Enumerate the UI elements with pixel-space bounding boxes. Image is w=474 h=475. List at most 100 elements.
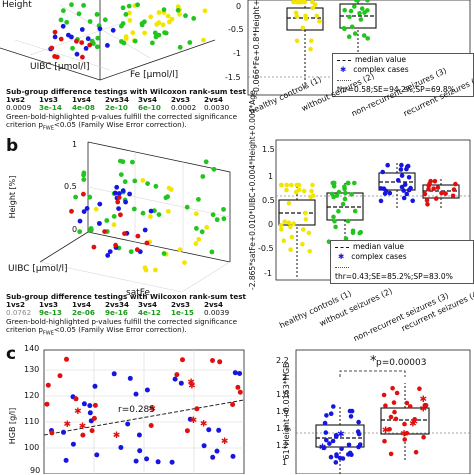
complex-case-marker: ✱ [200, 420, 208, 430]
scatter-point [49, 430, 55, 436]
box-point [286, 200, 292, 206]
scatter-point [153, 183, 159, 189]
box-point [343, 236, 349, 241]
box-point [321, 445, 327, 451]
scatter-point [89, 428, 95, 434]
box-point [337, 455, 343, 461]
box-point [334, 453, 339, 459]
scatter-point [235, 384, 241, 390]
box-point [399, 162, 404, 168]
scatter-point [114, 184, 120, 190]
scatter-point [143, 267, 149, 273]
scatter-point [102, 229, 107, 235]
box-point [423, 403, 429, 408]
scatter-point [69, 34, 74, 40]
box-point [358, 17, 364, 22]
box-point [289, 234, 295, 240]
scatter-point [135, 2, 141, 8]
scatter-point [154, 22, 160, 27]
box-point [413, 449, 419, 455]
scatter-point [178, 380, 184, 386]
box-point [352, 31, 358, 36]
pvalue-table-note: Green-bold-highlighted p-values fulfill … [6, 111, 238, 121]
scatter-point [111, 222, 117, 228]
scatter-point [60, 23, 66, 29]
box-point [309, 188, 314, 194]
scatter-point [161, 7, 167, 13]
box-point [383, 188, 389, 194]
box-point [347, 450, 353, 456]
scatter-point [184, 204, 190, 210]
panel-a-yaxis-label: Height [2, 0, 32, 10]
scatter-point [169, 459, 175, 465]
box-point [330, 180, 336, 186]
pvalue-table-title: Sub-group difference testings with Wilco… [6, 292, 246, 301]
scatter-point [54, 54, 60, 60]
scatter-point [118, 212, 123, 218]
scatter-point [140, 210, 146, 216]
scatter-point [175, 7, 181, 13]
box-point [310, 0, 315, 5]
scatter-point [91, 244, 97, 250]
scatter-point [104, 218, 110, 223]
pvalue-table-values: 0.0009 3e-14 4e-08 2e-10 6e-10 0.0002 0.0030 [6, 103, 230, 113]
box-point [330, 438, 336, 444]
scatter-point [74, 51, 80, 57]
complex-case-marker: ✱ [64, 420, 72, 430]
scatter-point [92, 402, 98, 408]
box-point [286, 220, 292, 225]
box-point [333, 224, 338, 230]
scatter-point [194, 226, 199, 231]
scatter-point [70, 45, 75, 51]
panel-a-3d-axes [0, 0, 216, 81]
scatter-point [201, 443, 207, 449]
scatter-point [73, 194, 78, 200]
scatter-point [112, 190, 118, 196]
box-point [352, 180, 357, 186]
box-point [310, 182, 315, 188]
scatter-point [127, 191, 132, 197]
scatter-point [221, 207, 226, 212]
scatter-point [142, 30, 148, 36]
scatter-point [87, 410, 93, 416]
scatter-point [232, 370, 238, 376]
scatter-point [63, 457, 69, 463]
box-point [309, 38, 314, 43]
box-point [339, 446, 344, 452]
scatter-point [115, 199, 121, 205]
scatter-point [127, 375, 133, 381]
box-point [348, 414, 354, 419]
scatter-point [216, 427, 222, 433]
scatter-point [52, 34, 58, 40]
box-point [303, 13, 308, 19]
scatter-point [214, 217, 220, 223]
box-point [347, 14, 352, 20]
scatter-point [45, 382, 51, 388]
box-point [348, 8, 354, 14]
box-point [439, 190, 444, 196]
panel-b-yaxis-label: Height [%] [8, 175, 17, 219]
box-point [450, 193, 456, 199]
scatter-point [199, 229, 205, 235]
box-point [333, 433, 339, 438]
scatter-point [148, 208, 154, 214]
scatter-point [94, 12, 100, 17]
box-point [294, 13, 300, 19]
box-point [365, 36, 371, 41]
box-point [399, 184, 405, 190]
scatter-point [142, 227, 148, 233]
scatter-point [89, 38, 95, 44]
box-point [393, 416, 399, 422]
complex-case-marker: ✱ [400, 430, 408, 440]
box-point [284, 187, 289, 193]
scatter-point [97, 201, 103, 207]
scatter-point [168, 187, 174, 192]
box-point [342, 196, 348, 202]
box-point [322, 420, 328, 426]
scatter-point [156, 212, 162, 218]
box-point [402, 437, 408, 442]
box-point [334, 193, 340, 198]
scatter-point [135, 233, 141, 239]
scatter-point [177, 44, 183, 50]
box-point [284, 182, 290, 188]
